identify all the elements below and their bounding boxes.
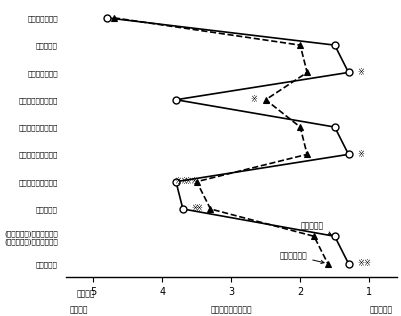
Text: ※※: ※※ (174, 177, 188, 186)
Text: ※: ※ (357, 68, 364, 77)
Text: （いいえ）: （いいえ） (370, 306, 393, 314)
Text: ※: ※ (357, 150, 364, 159)
Text: （はい）: （はい） (77, 289, 95, 299)
Text: スポーツ群: スポーツ群 (300, 221, 331, 235)
Text: ※※: ※※ (184, 177, 198, 186)
Text: （はい）: （はい） (69, 306, 88, 314)
Text: ※※: ※※ (357, 259, 371, 268)
Text: ※: ※ (195, 204, 202, 214)
Text: ※: ※ (191, 204, 198, 214)
Text: 非スポーツ群: 非スポーツ群 (279, 251, 324, 264)
Text: ※: ※ (250, 95, 257, 104)
Text: （どちらでもない）: （どちらでもない） (211, 306, 252, 314)
